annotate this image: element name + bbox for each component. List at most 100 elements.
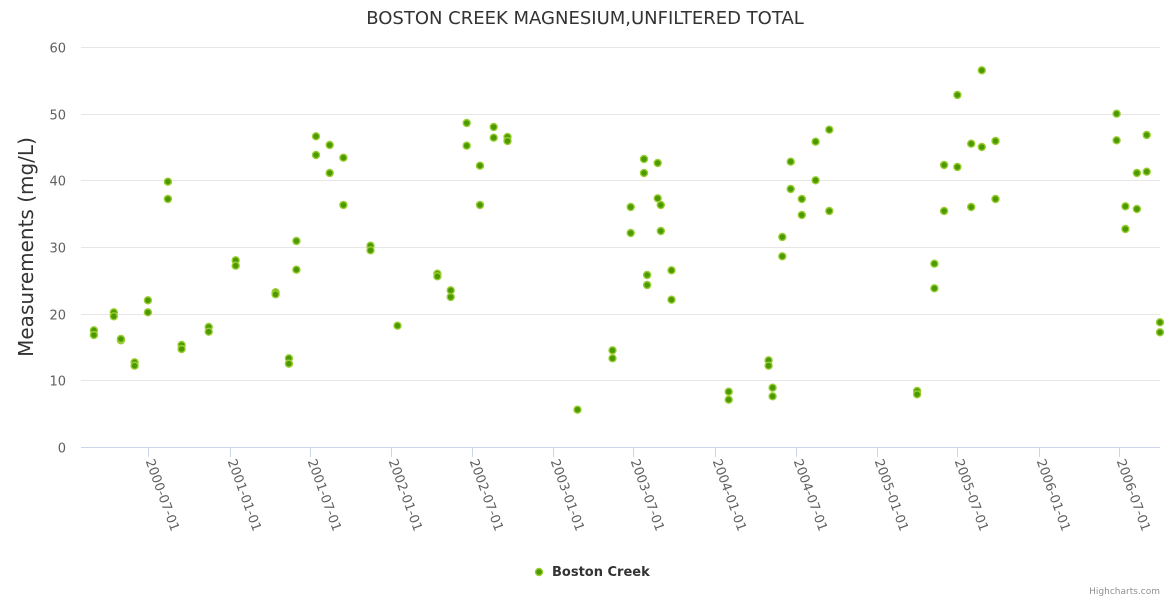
- data-point[interactable]: [163, 194, 173, 204]
- credits-link[interactable]: Highcharts.com: [1089, 587, 1160, 597]
- data-point[interactable]: [912, 390, 922, 399]
- data-point[interactable]: [573, 405, 582, 414]
- data-point[interactable]: [292, 265, 301, 274]
- x-tick-label: 2001-07-01: [304, 457, 344, 533]
- data-point[interactable]: [724, 387, 733, 396]
- series-boston-creek: [89, 66, 1165, 414]
- data-point[interactable]: [967, 139, 976, 148]
- data-point[interactable]: [116, 334, 126, 344]
- y-tick-label: 20: [49, 309, 66, 324]
- x-axis-ticks: 2000-07-01 2001-01-01 2001-07-01 2002-01-01…: [142, 447, 1153, 533]
- data-point[interactable]: [639, 154, 649, 164]
- data-point[interactable]: [930, 259, 939, 268]
- x-tick-label: 2003-07-01: [627, 457, 667, 533]
- data-point[interactable]: [642, 280, 652, 290]
- data-point[interactable]: [89, 330, 99, 340]
- data-point[interactable]: [292, 236, 301, 246]
- data-point[interactable]: [143, 296, 153, 305]
- data-point[interactable]: [143, 308, 153, 317]
- data-point[interactable]: [204, 327, 213, 336]
- data-point[interactable]: [797, 210, 806, 220]
- data-point[interactable]: [109, 312, 119, 321]
- data-point[interactable]: [1155, 328, 1165, 337]
- data-point[interactable]: [953, 162, 962, 172]
- x-tick-label: 2003-01-01: [547, 457, 587, 533]
- legend-item-boston-creek[interactable]: Boston Creek: [534, 565, 651, 580]
- data-point[interactable]: [393, 321, 402, 330]
- data-point[interactable]: [446, 292, 455, 302]
- data-point[interactable]: [977, 142, 986, 152]
- data-point[interactable]: [786, 184, 795, 194]
- data-point[interactable]: [475, 200, 485, 210]
- data-point[interactable]: [489, 122, 498, 132]
- data-point[interactable]: [284, 359, 294, 368]
- legend-marker: [534, 567, 544, 577]
- data-point[interactable]: [811, 137, 820, 146]
- data-point[interactable]: [967, 202, 976, 212]
- data-point[interactable]: [503, 136, 512, 146]
- data-point[interactable]: [786, 157, 795, 166]
- data-point[interactable]: [1112, 109, 1121, 118]
- data-point[interactable]: [608, 346, 617, 355]
- data-point[interactable]: [271, 290, 280, 299]
- data-point[interactable]: [667, 295, 676, 304]
- x-tick-label: 2001-01-01: [224, 457, 264, 533]
- data-point[interactable]: [991, 136, 1000, 146]
- data-point[interactable]: [1155, 318, 1165, 327]
- data-point[interactable]: [311, 132, 321, 141]
- data-point[interactable]: [446, 286, 455, 295]
- data-point[interactable]: [475, 161, 485, 170]
- data-point[interactable]: [1142, 130, 1151, 140]
- data-point[interactable]: [1121, 202, 1130, 211]
- y-axis-ticks: 0 10 20 30 40 50 60: [49, 42, 66, 457]
- data-point[interactable]: [1112, 136, 1121, 145]
- data-point[interactable]: [656, 226, 665, 236]
- data-point[interactable]: [130, 361, 139, 370]
- data-point[interactable]: [325, 168, 334, 178]
- data-point[interactable]: [642, 270, 652, 280]
- data-point[interactable]: [825, 206, 834, 216]
- data-point[interactable]: [489, 133, 498, 142]
- data-point[interactable]: [724, 395, 733, 404]
- data-point[interactable]: [825, 125, 834, 134]
- data-point[interactable]: [325, 140, 334, 150]
- data-point[interactable]: [366, 246, 375, 255]
- data-point[interactable]: [768, 383, 777, 392]
- legend-label: Boston Creek: [552, 565, 650, 580]
- data-point[interactable]: [939, 206, 949, 216]
- data-point[interactable]: [626, 228, 635, 238]
- data-point[interactable]: [1132, 168, 1142, 178]
- data-point[interactable]: [977, 66, 986, 75]
- data-point[interactable]: [433, 272, 442, 281]
- data-point[interactable]: [311, 150, 321, 160]
- data-point[interactable]: [811, 176, 820, 185]
- data-point[interactable]: [953, 90, 962, 100]
- data-point[interactable]: [939, 160, 949, 170]
- data-point[interactable]: [778, 252, 787, 261]
- y-tick-label: 10: [49, 375, 66, 390]
- y-tick-label: 30: [49, 242, 66, 257]
- data-point[interactable]: [778, 232, 787, 242]
- data-point[interactable]: [1121, 224, 1130, 234]
- data-point[interactable]: [667, 266, 676, 275]
- data-point[interactable]: [797, 194, 806, 204]
- data-point[interactable]: [1132, 204, 1142, 214]
- data-point[interactable]: [462, 118, 471, 128]
- data-point[interactable]: [339, 153, 348, 162]
- data-point[interactable]: [653, 194, 662, 203]
- data-point[interactable]: [653, 158, 662, 168]
- data-point[interactable]: [626, 202, 635, 212]
- data-point[interactable]: [177, 344, 186, 354]
- data-point[interactable]: [656, 200, 665, 210]
- data-point[interactable]: [231, 261, 240, 270]
- data-point[interactable]: [764, 361, 773, 370]
- data-point[interactable]: [339, 200, 348, 210]
- data-point[interactable]: [1142, 167, 1151, 176]
- data-point[interactable]: [991, 194, 1000, 204]
- data-point[interactable]: [768, 392, 777, 401]
- data-point[interactable]: [639, 168, 649, 178]
- data-point[interactable]: [930, 284, 939, 293]
- data-point[interactable]: [608, 354, 617, 363]
- data-point[interactable]: [462, 141, 471, 150]
- data-point[interactable]: [163, 177, 173, 186]
